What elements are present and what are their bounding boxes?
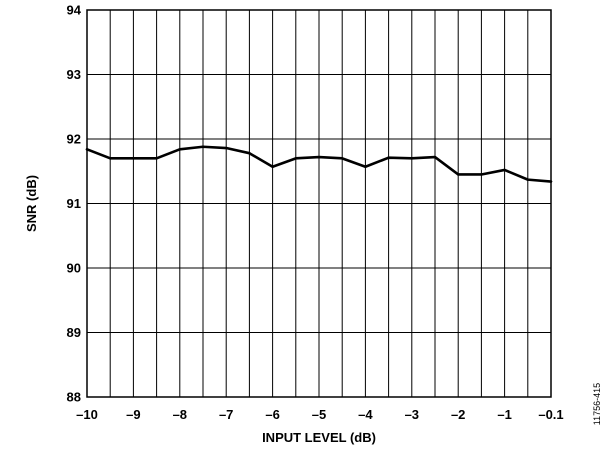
- y-tick-label: 92: [67, 132, 81, 147]
- figure-id: 11756-415: [592, 383, 602, 425]
- x-tick-label: –9: [126, 407, 140, 422]
- y-tick-label: 93: [67, 67, 81, 82]
- data-point: [248, 151, 251, 155]
- data-point: [433, 155, 437, 159]
- x-tick-label: –3: [405, 407, 419, 422]
- x-tick-label: –5: [312, 407, 326, 422]
- data-point: [178, 148, 181, 151]
- plot-frame: [86, 9, 552, 398]
- y-axis-label: SNR (dB): [24, 175, 39, 232]
- data-point: [341, 157, 344, 160]
- data-point: [201, 145, 205, 148]
- y-tick-label: 88: [67, 390, 81, 405]
- x-tick-label: –7: [219, 407, 233, 422]
- data-point: [364, 165, 367, 168]
- data-point: [271, 165, 274, 168]
- x-tick-label: –0.1: [538, 407, 563, 422]
- data-point: [480, 173, 483, 176]
- data-point: [85, 148, 89, 151]
- data-point: [317, 155, 321, 159]
- x-tick-label: –10: [76, 407, 98, 422]
- data-point: [410, 157, 413, 160]
- data-point: [109, 157, 112, 160]
- data-point: [294, 157, 297, 160]
- y-tick-label: 90: [67, 261, 81, 276]
- data-point: [457, 173, 460, 176]
- x-axis-label: INPUT LEVEL (dB): [262, 430, 376, 445]
- y-tick-label: 91: [67, 196, 81, 211]
- data-point: [155, 157, 158, 160]
- series-points: [85, 145, 553, 183]
- x-tick-label: –4: [358, 407, 373, 422]
- x-tick-label: –6: [265, 407, 279, 422]
- y-tick-label: 89: [67, 325, 81, 340]
- x-tick-label: –2: [451, 407, 465, 422]
- grid-lines: [87, 10, 551, 397]
- y-tick-label: 94: [67, 3, 82, 18]
- data-point: [526, 178, 529, 181]
- data-point: [503, 168, 506, 172]
- x-tick-labels: –10 –9 –8 –7 –6 –5 –4 –3 –2 –1 –0.1: [76, 407, 564, 422]
- y-tick-labels: 88 89 90 91 92 93 94: [67, 3, 82, 405]
- x-tick-label: –1: [497, 407, 511, 422]
- x-tick-label: –8: [173, 407, 187, 422]
- data-point: [132, 157, 135, 160]
- data-point: [549, 180, 553, 183]
- data-point: [387, 156, 390, 159]
- data-point: [225, 146, 228, 150]
